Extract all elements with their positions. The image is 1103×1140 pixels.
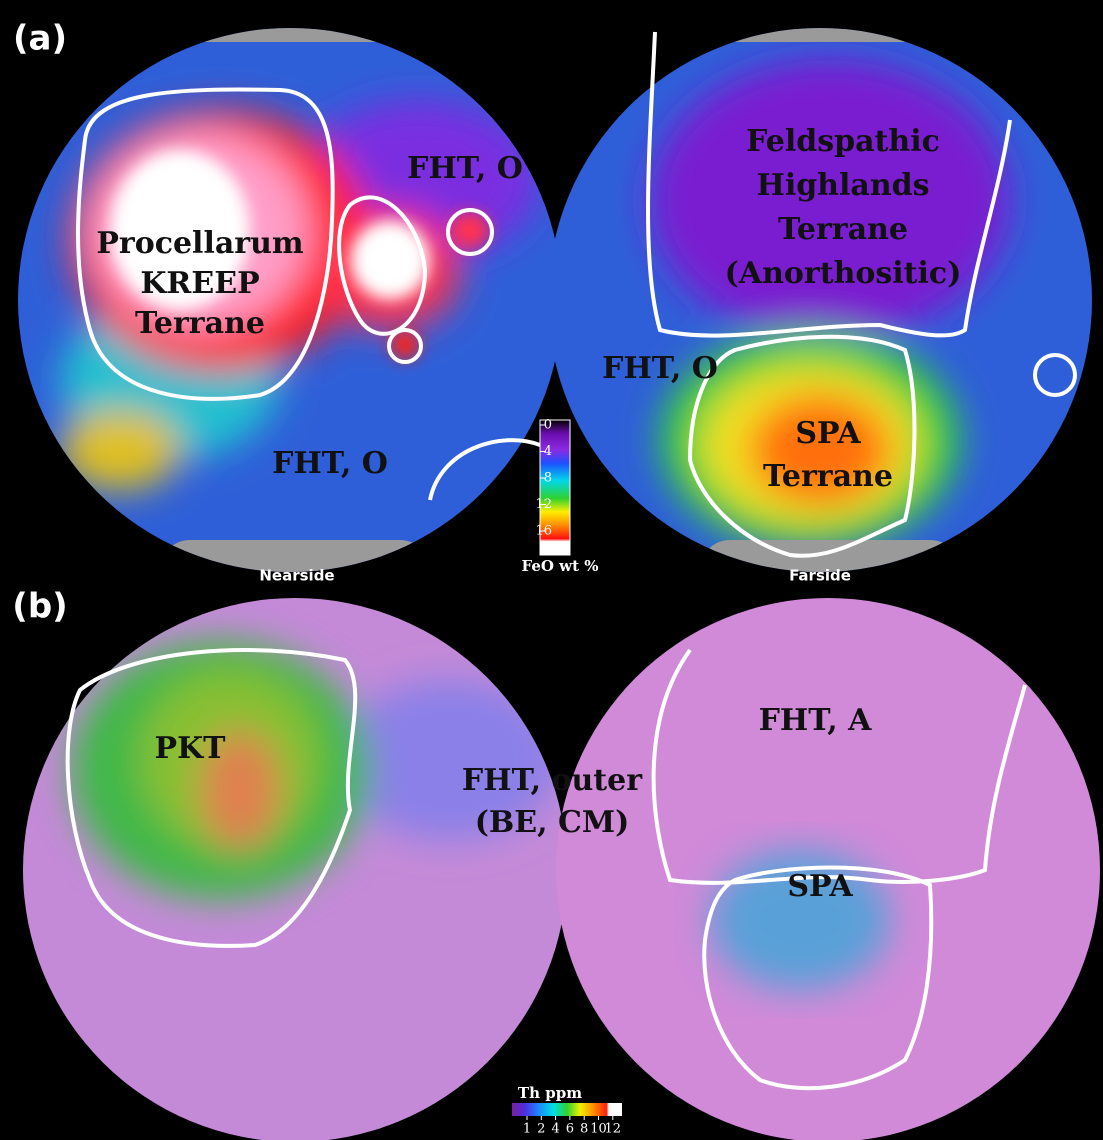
farside-feo-map <box>540 0 1103 600</box>
hemisphere-caption: Farside <box>789 567 851 585</box>
colorbar-tick-label: 12 <box>535 497 552 512</box>
region-label: KREEP <box>140 266 259 301</box>
nearside-feo-map <box>0 0 600 600</box>
region-label: Procellarum <box>96 226 304 261</box>
colorbar-tick-label: 12 <box>605 1122 622 1137</box>
colorbar-title: FeO wt % <box>522 557 599 575</box>
region-label: (Anorthositic) <box>725 256 962 291</box>
region-label: Highlands <box>756 168 929 203</box>
region-label: Terrane <box>763 459 893 494</box>
region-label: PKT <box>155 731 227 766</box>
th-colorbar <box>512 1103 622 1116</box>
panel-label: (a) <box>13 19 67 59</box>
region-label: SPA <box>795 416 861 451</box>
colorbar-tick-label: 4 <box>551 1122 559 1137</box>
region-label: Terrane <box>778 212 908 247</box>
colorbar-title: Th ppm <box>518 1084 582 1102</box>
region-label: FHT, A <box>759 703 873 738</box>
region-label: Terrane <box>135 306 265 341</box>
farside-th-map <box>550 590 1103 1140</box>
colorbar-tick-label: 1 <box>523 1122 531 1137</box>
region-label: FHT, outer <box>462 763 643 798</box>
region-label: (BE, CM) <box>475 805 630 840</box>
figure: (a) Nearside Procellarum KREEP Terrane FHT, O… <box>0 0 1103 1140</box>
colorbar-tick-label: 0 <box>544 418 552 433</box>
hemisphere-caption: Nearside <box>259 567 334 585</box>
colorbar-tick-label: 16 <box>535 524 552 539</box>
region-label: Feldspathic <box>746 124 940 159</box>
panel-label: (b) <box>12 587 67 627</box>
nearside-th-map <box>0 590 600 1140</box>
region-label: SPA <box>787 869 853 904</box>
colorbar-tick-label: 4 <box>544 444 552 459</box>
region-label: FHT, O <box>272 446 388 481</box>
region-label: FHT, O <box>407 151 523 186</box>
colorbar-tick-label: 8 <box>544 471 552 486</box>
colorbar-tick-label: 8 <box>580 1122 588 1137</box>
colorbar-tick-label: 6 <box>566 1122 574 1137</box>
region-label: FHT, O <box>602 351 718 386</box>
colorbar-tick-label: 2 <box>537 1122 545 1137</box>
